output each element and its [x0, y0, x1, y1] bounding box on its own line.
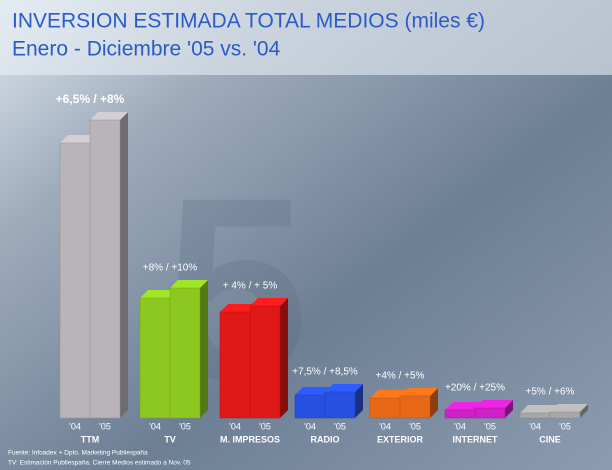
annotation: +4% / +5%: [376, 371, 425, 382]
bar: [370, 398, 400, 418]
bar: [475, 408, 505, 418]
bar-side: [120, 112, 128, 418]
bar: [445, 410, 475, 418]
series-label: '04: [304, 421, 316, 431]
bar: [400, 396, 430, 418]
series-label: '04: [379, 421, 391, 431]
category-label: TTM: [81, 434, 100, 444]
series-label: '04: [69, 421, 81, 431]
bar: [60, 143, 90, 418]
bar: [220, 312, 250, 418]
bar: [140, 298, 170, 418]
annotation: +6,5% / +8%: [56, 92, 125, 106]
series-label: '05: [99, 421, 111, 431]
series-label: '04: [529, 421, 541, 431]
bar: [325, 392, 355, 418]
series-label: '04: [454, 421, 466, 431]
category-label: M. IMPRESOS: [220, 434, 280, 444]
annotation: +8% / +10%: [143, 263, 198, 274]
series-label: '05: [179, 421, 191, 431]
annotation: +7,5% / +8,5%: [292, 367, 358, 378]
series-label: '04: [229, 421, 241, 431]
footnote: Fuente: Infoadex + Dpto. Marketing Publi…: [8, 450, 148, 457]
chart-title: INVERSION ESTIMADA TOTAL MEDIOS (miles €…: [12, 10, 485, 33]
chart: 5 INVERSION ESTIMADA TOTAL MEDIOS (miles…: [0, 0, 612, 470]
series-label: '05: [409, 421, 421, 431]
series-label: '05: [259, 421, 271, 431]
bar: [295, 395, 325, 418]
bar: [90, 120, 120, 418]
page: 5 INVERSION ESTIMADA TOTAL MEDIOS (miles…: [0, 0, 612, 470]
bar-side: [280, 298, 288, 418]
series-label: '05: [559, 421, 571, 431]
annotation: +20% / +25%: [445, 383, 505, 394]
bar: [170, 288, 200, 418]
category-label: EXTERIOR: [377, 434, 424, 444]
category-label: TV: [164, 434, 176, 444]
bar: [520, 413, 550, 418]
series-label: '05: [484, 421, 496, 431]
series-label: '04: [149, 421, 161, 431]
bar: [250, 306, 280, 418]
footnote: TV: Estimación Publiespaña. Cierre Medio…: [8, 460, 191, 467]
category-label: CINE: [539, 434, 561, 444]
bar: [550, 412, 580, 418]
category-label: RADIO: [311, 434, 340, 444]
bar-side: [200, 280, 208, 418]
annotation: +5% / +6%: [526, 387, 575, 398]
series-label: '05: [334, 421, 346, 431]
category-label: INTERNET: [453, 434, 499, 444]
chart-subtitle: Enero - Diciembre '05 vs. '04: [12, 38, 281, 61]
annotation: + 4% / + 5%: [223, 281, 278, 292]
